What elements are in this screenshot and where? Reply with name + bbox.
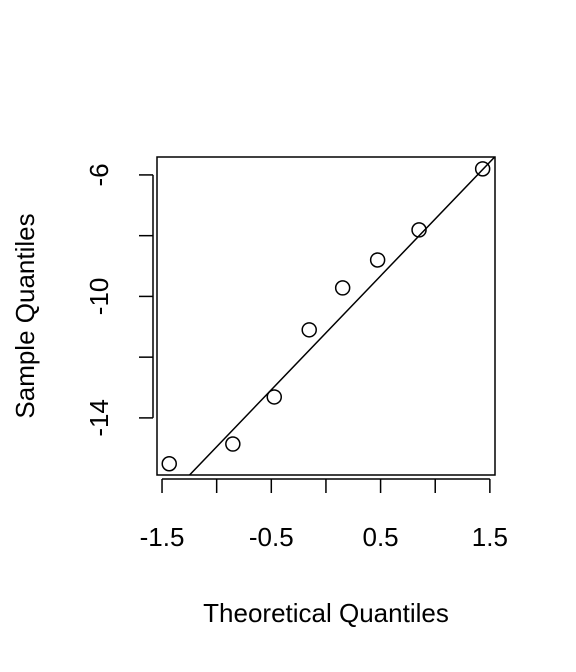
point bbox=[334, 280, 351, 296]
x-axis-label: Theoretical Quantiles bbox=[203, 598, 449, 628]
point bbox=[474, 161, 491, 177]
y-tick-label: -14 bbox=[84, 399, 114, 437]
point bbox=[225, 436, 241, 452]
x-tick-label: 0.5 bbox=[363, 522, 399, 552]
x-tick-label: -1.5 bbox=[140, 522, 185, 552]
point bbox=[411, 222, 427, 238]
y-tick-label: -6 bbox=[84, 163, 114, 186]
x-tick-label: -0.5 bbox=[249, 522, 294, 552]
y-axis-label: Sample Quantiles bbox=[10, 213, 40, 418]
point bbox=[301, 322, 317, 338]
point bbox=[266, 389, 283, 405]
point bbox=[161, 456, 177, 472]
y-tick-label: -10 bbox=[84, 278, 114, 316]
x-tick-label: 1.5 bbox=[472, 522, 508, 552]
point bbox=[369, 252, 386, 268]
reference-line bbox=[188, 157, 495, 475]
plot-frame bbox=[156, 156, 496, 476]
